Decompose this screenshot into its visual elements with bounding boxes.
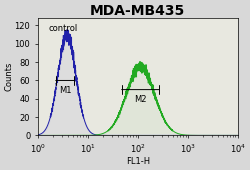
Text: control: control — [49, 24, 78, 33]
Text: M1: M1 — [59, 86, 71, 95]
Text: M2: M2 — [134, 95, 146, 104]
X-axis label: FL1-H: FL1-H — [126, 157, 150, 166]
Title: MDA-MB435: MDA-MB435 — [90, 4, 186, 18]
Y-axis label: Counts: Counts — [4, 62, 13, 91]
